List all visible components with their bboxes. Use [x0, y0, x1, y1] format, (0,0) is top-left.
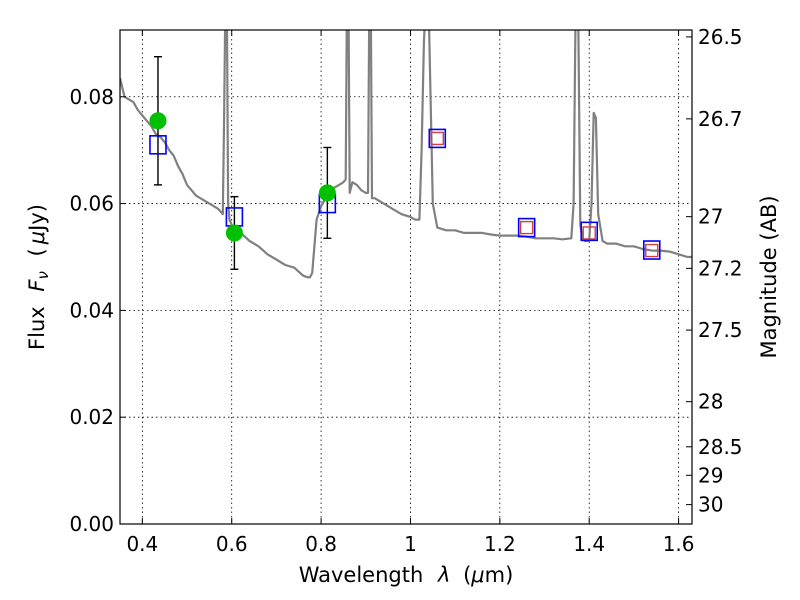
x-tick-label: 1.6 [663, 532, 695, 556]
observed-point [149, 112, 167, 130]
y2-tick-label: 26.7 [698, 107, 743, 131]
x-tick-label: 0.4 [126, 532, 158, 556]
model-point [149, 135, 167, 155]
observed-point [318, 184, 336, 202]
y2-tick-label: 27.2 [698, 256, 743, 280]
model-point [517, 217, 536, 238]
y2-tick-label: 27 [698, 205, 723, 229]
model-point-small [645, 243, 659, 258]
model-point-small [519, 220, 534, 235]
y-tick-label: 0.08 [69, 85, 114, 109]
y-tick-label: 0.02 [69, 405, 114, 429]
plot-frame [119, 29, 693, 525]
plot-area [120, 30, 692, 279]
axis-ticks: 0.4 0.6 0.8 1 1.2 1.4 1.6 0.00 0.02 0.04 0.06 0.08 2… [69, 25, 742, 556]
model-point [580, 221, 599, 242]
y2-tick-label: 28.5 [698, 435, 743, 459]
observed-point [225, 224, 243, 242]
y2-tick-label: 27.5 [698, 318, 743, 342]
y2-tick-label: 28 [698, 390, 723, 414]
x-tick-label: 1.2 [484, 532, 516, 556]
model-point-small [582, 226, 596, 240]
model-point [642, 240, 661, 260]
y2-axis-label: Magnitude (AB) [757, 195, 781, 358]
x-tick-label: 1.4 [573, 532, 605, 556]
y-tick-label: 0.04 [69, 298, 114, 322]
y2-tick-label: 26.5 [698, 25, 743, 49]
y-tick-label: 0.00 [69, 512, 114, 536]
y2-tick-label: 29 [698, 463, 723, 487]
y-axis-label: Flux Fν (μJy) [25, 204, 53, 350]
x-tick-label: 0.6 [216, 532, 248, 556]
model-point-small [430, 131, 444, 146]
y2-tick-label: 30 [698, 493, 723, 517]
x-axis-label: Wavelength λ (μm) [299, 563, 514, 587]
x-tick-label: 0.8 [305, 532, 337, 556]
model-point [428, 128, 447, 149]
x-tick-label: 1 [404, 532, 417, 556]
y-tick-label: 0.06 [69, 192, 114, 216]
